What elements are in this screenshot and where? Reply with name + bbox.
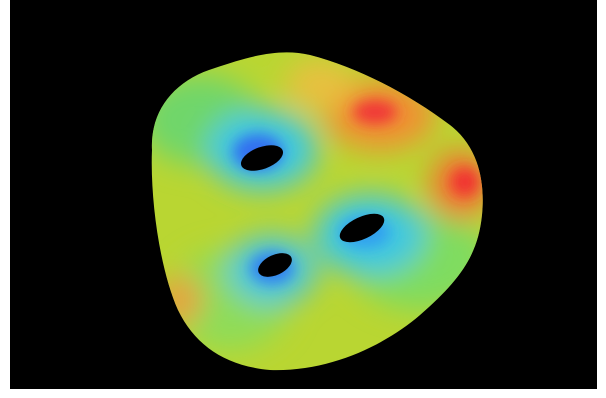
hole xyxy=(258,253,292,277)
hole xyxy=(339,213,385,243)
hole xyxy=(240,145,284,171)
